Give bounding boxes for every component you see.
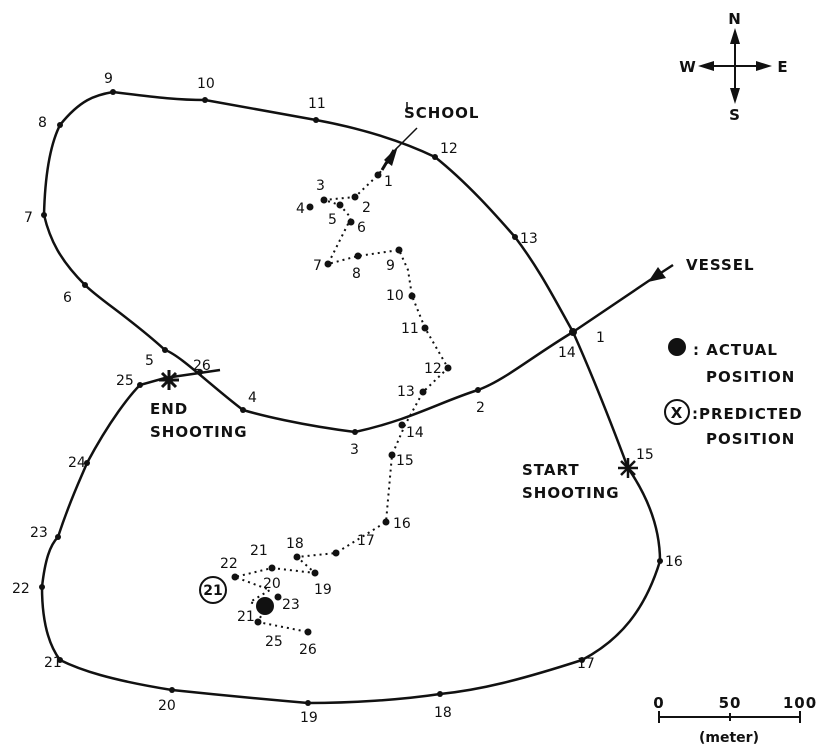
compass-south: S	[729, 106, 741, 124]
school-mark-15: 15	[396, 453, 414, 469]
school-mark-22: 22	[220, 556, 238, 572]
vessel-mark-10: 10	[197, 76, 215, 92]
vessel-mark-18: 18	[434, 705, 452, 721]
vessel-track-loop-1	[40, 90, 662, 705]
vessel-mark-4: 4	[248, 390, 257, 406]
school-mark-5: 5	[328, 212, 337, 228]
vessel-mark-14: 14	[558, 345, 576, 361]
vessel-mark-15: 15	[636, 447, 654, 463]
vessel-mark-8: 8	[38, 115, 47, 131]
vessel-mark-2: 2	[476, 400, 485, 416]
school-mark-1: 1	[384, 174, 393, 190]
vessel-mark-20: 20	[158, 698, 176, 714]
compass-north: N	[728, 10, 742, 28]
vessel-mark-25: 25	[116, 373, 134, 389]
vessel-track-labels: 1 2 3 4 5 6 7 8 9 10 11 12 13 14 15 16 1…	[12, 71, 683, 726]
vessel-mark-11: 11	[308, 96, 326, 112]
vessel-mark-24: 24	[68, 455, 86, 471]
vessel-mark-13: 13	[520, 231, 538, 247]
compass-west: W	[679, 58, 697, 76]
school-mark-12: 12	[424, 361, 442, 377]
scale-tick-50: 50	[719, 694, 742, 712]
vessel-mark-17: 17	[577, 656, 595, 672]
scale-unit: (meter)	[699, 730, 759, 746]
vessel-mark-21: 21	[44, 655, 62, 671]
vessel-mark-16: 16	[665, 554, 683, 570]
legend-actual-line2: POSITION	[706, 368, 795, 386]
school-track-dots	[231, 171, 452, 636]
school-mark-11: 11	[401, 321, 419, 337]
end-shooting-label-1: END	[150, 400, 188, 418]
school-mark-19: 19	[314, 582, 332, 598]
school-direction-arrow-icon	[384, 146, 398, 166]
school-label: SCHOOL	[404, 104, 479, 122]
school-mark-20: 20	[263, 576, 281, 592]
vessel-direction-arrow-icon	[648, 267, 666, 282]
scale-tick-0: 0	[653, 694, 664, 712]
vessel-mark-26: 26	[193, 358, 211, 374]
east-arrow-icon	[756, 61, 772, 71]
west-arrow-icon	[698, 61, 714, 71]
predicted-position-mark: 21	[203, 583, 222, 599]
start-shooting-label-1: START	[522, 461, 580, 479]
school-mark-6: 6	[357, 220, 366, 236]
legend-predicted-line1: :PREDICTED	[692, 405, 803, 423]
start-shooting-label-2: SHOOTING	[522, 484, 620, 502]
school-mark-17: 17	[357, 533, 375, 549]
vessel-mark-3: 3	[350, 442, 359, 458]
legend-actual-line1: : ACTUAL	[693, 341, 778, 359]
end-shooting-label-2: SHOOTING	[150, 423, 248, 441]
vessel-mark-23: 23	[30, 525, 48, 541]
school-mark-4: 4	[296, 201, 305, 217]
south-arrow-icon	[730, 88, 740, 104]
legend: : ACTUAL POSITION X :PREDICTED POSITION	[664, 338, 803, 448]
vessel-mark-12: 12	[440, 141, 458, 157]
vessel-track-ticks	[39, 89, 663, 706]
vessel-mark-1: 1	[596, 330, 605, 346]
school-mark-13: 13	[397, 384, 415, 400]
compass-east: E	[777, 58, 788, 76]
school-mark-9: 9	[386, 258, 395, 274]
scale-tick-100: 100	[783, 694, 817, 712]
compass: N S E W	[679, 10, 788, 124]
school-mark-7: 7	[313, 258, 322, 274]
school-mark-25: 25	[265, 634, 283, 650]
predicted-position-circle	[199, 576, 227, 604]
school-track-labels: 1 2 3 4 5 6 7 8 9 10 11 12 13 14 15 16 1…	[220, 174, 442, 658]
legend-predicted-circle-icon	[664, 399, 690, 425]
legend-actual-dot-icon	[668, 338, 686, 356]
school-mark-10: 10	[386, 288, 404, 304]
vessel-label: VESSEL	[686, 256, 755, 274]
school-mark-actual-21: 21	[237, 609, 255, 625]
vessel-mark-9: 9	[104, 71, 113, 87]
vessel-mark-19: 19	[300, 710, 318, 726]
vessel-mark-7: 7	[24, 210, 33, 226]
scale-bar: 0 50 100 (meter)	[653, 694, 817, 746]
school-mark-18: 18	[286, 536, 304, 552]
school-mark-2: 2	[362, 200, 371, 216]
school-mark-3: 3	[316, 178, 325, 194]
school-mark-14: 14	[406, 425, 424, 441]
start-shooting-marker-icon	[618, 458, 638, 478]
school-mark-23: 23	[282, 597, 300, 613]
school-mark-16: 16	[393, 516, 411, 532]
school-track-path	[231, 156, 450, 633]
legend-predicted-symbol: X	[671, 404, 684, 422]
legend-predicted-line2: POSITION	[706, 430, 795, 448]
school-mark-21: 21	[250, 543, 268, 559]
school-mark-26: 26	[299, 642, 317, 658]
school-mark-8: 8	[352, 266, 361, 282]
vessel-mark-22: 22	[12, 581, 30, 597]
end-shooting-marker-icon	[159, 370, 179, 390]
actual-position-dot	[256, 597, 274, 615]
vessel-mark-5: 5	[145, 353, 154, 369]
vessel-mark-6: 6	[63, 290, 72, 306]
north-arrow-icon	[730, 28, 740, 44]
vessel-track	[40, 90, 674, 705]
school-track	[231, 127, 450, 633]
